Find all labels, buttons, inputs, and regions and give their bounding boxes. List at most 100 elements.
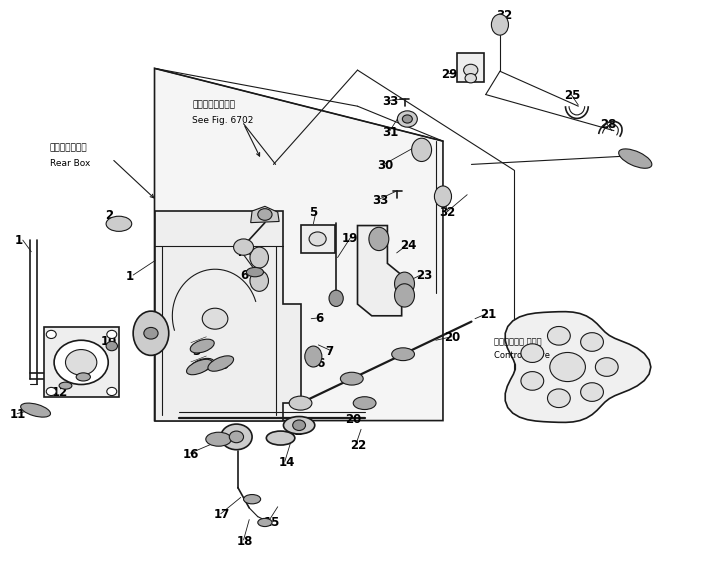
Polygon shape <box>358 226 402 316</box>
Text: 1: 1 <box>14 233 22 247</box>
Text: 第６７０２図参照: 第６７０２図参照 <box>192 101 235 109</box>
Circle shape <box>463 64 478 76</box>
Text: 9: 9 <box>221 359 229 372</box>
Ellipse shape <box>59 382 72 389</box>
Circle shape <box>54 340 108 384</box>
Ellipse shape <box>258 518 272 527</box>
Circle shape <box>521 371 543 390</box>
Circle shape <box>107 387 117 395</box>
Text: コントロール バルブ: コントロール バルブ <box>494 338 542 346</box>
Circle shape <box>398 111 418 127</box>
Text: 1: 1 <box>126 270 134 283</box>
Ellipse shape <box>412 138 432 161</box>
Text: 30: 30 <box>377 159 393 172</box>
Ellipse shape <box>395 272 415 295</box>
Text: 27: 27 <box>627 153 643 166</box>
Text: 26: 26 <box>309 357 325 370</box>
Polygon shape <box>506 312 651 422</box>
Text: 33: 33 <box>383 95 399 108</box>
Text: 28: 28 <box>600 118 616 131</box>
Circle shape <box>465 74 476 83</box>
Text: リヤーボックス: リヤーボックス <box>50 143 87 153</box>
Bar <box>300 225 335 253</box>
Ellipse shape <box>491 14 508 35</box>
Circle shape <box>66 350 97 375</box>
Text: 3: 3 <box>192 345 200 359</box>
Ellipse shape <box>340 372 363 385</box>
Ellipse shape <box>395 284 415 307</box>
Circle shape <box>548 389 571 408</box>
Text: 29: 29 <box>442 68 458 81</box>
Circle shape <box>309 232 326 246</box>
Text: 13: 13 <box>80 360 96 374</box>
Text: Rear Box: Rear Box <box>50 159 90 168</box>
Polygon shape <box>251 207 279 223</box>
Ellipse shape <box>106 216 132 231</box>
Ellipse shape <box>206 432 232 446</box>
Text: 12: 12 <box>51 386 67 399</box>
Ellipse shape <box>329 290 343 307</box>
Text: 16: 16 <box>183 448 199 461</box>
Ellipse shape <box>305 346 322 367</box>
Circle shape <box>107 331 117 339</box>
Circle shape <box>234 239 254 255</box>
Circle shape <box>144 328 158 339</box>
Circle shape <box>521 344 543 363</box>
Text: 19: 19 <box>342 232 358 246</box>
Ellipse shape <box>244 494 261 504</box>
Circle shape <box>581 333 603 352</box>
Ellipse shape <box>353 397 376 410</box>
Text: 32: 32 <box>440 206 455 219</box>
Ellipse shape <box>208 356 234 371</box>
Text: 15: 15 <box>264 516 280 529</box>
Ellipse shape <box>106 342 117 351</box>
Text: 2: 2 <box>104 209 113 222</box>
Text: 10: 10 <box>101 335 117 349</box>
Text: 17: 17 <box>214 508 230 521</box>
Circle shape <box>202 308 228 329</box>
Circle shape <box>46 331 56 339</box>
Circle shape <box>230 431 244 443</box>
Text: 23: 23 <box>416 269 432 281</box>
Text: 7: 7 <box>325 345 334 359</box>
Text: 18: 18 <box>237 535 253 548</box>
Ellipse shape <box>618 149 652 168</box>
Circle shape <box>548 326 571 345</box>
Circle shape <box>581 383 603 401</box>
Text: 22: 22 <box>350 439 367 452</box>
Ellipse shape <box>190 359 214 372</box>
Circle shape <box>292 420 305 431</box>
Text: See Fig. 6702: See Fig. 6702 <box>192 116 254 125</box>
Text: Control Valve: Control Valve <box>494 351 551 360</box>
Ellipse shape <box>77 373 90 381</box>
Polygon shape <box>154 211 300 421</box>
Ellipse shape <box>133 311 169 355</box>
Ellipse shape <box>435 186 451 207</box>
Ellipse shape <box>21 403 51 417</box>
Text: 20: 20 <box>445 332 460 345</box>
Circle shape <box>596 357 618 376</box>
Text: 7: 7 <box>237 246 245 259</box>
Bar <box>44 328 119 397</box>
Text: 21: 21 <box>286 425 302 438</box>
Ellipse shape <box>266 431 295 445</box>
Text: 14: 14 <box>279 456 295 469</box>
Text: 31: 31 <box>383 126 399 139</box>
Circle shape <box>46 387 56 395</box>
Text: 5: 5 <box>309 206 317 219</box>
Text: 6: 6 <box>240 269 248 281</box>
Ellipse shape <box>247 267 264 277</box>
Text: 4: 4 <box>147 324 156 337</box>
Text: 20: 20 <box>345 413 361 426</box>
Ellipse shape <box>289 396 312 410</box>
Circle shape <box>403 115 413 123</box>
Text: 11: 11 <box>10 408 26 421</box>
Text: 33: 33 <box>372 194 388 207</box>
Text: 24: 24 <box>400 239 417 252</box>
Text: 6: 6 <box>315 312 323 325</box>
Ellipse shape <box>369 228 389 250</box>
Text: 32: 32 <box>496 9 513 22</box>
Ellipse shape <box>250 270 268 291</box>
Text: 21: 21 <box>480 308 496 321</box>
Text: 8: 8 <box>195 363 203 376</box>
